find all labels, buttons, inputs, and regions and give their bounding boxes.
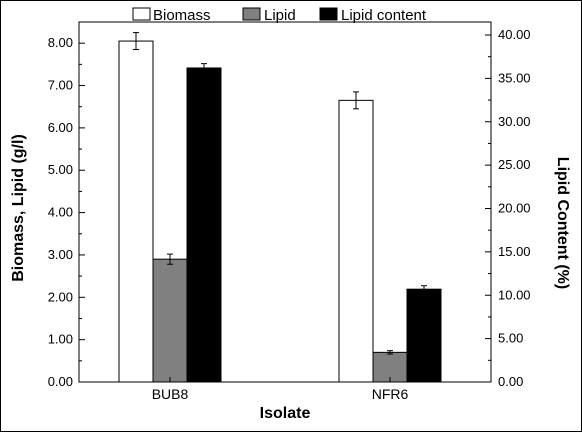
bar-lipid-content-nfr6 [406,288,442,383]
plot-area [78,21,492,383]
left-tick-label: 2.00 [48,289,73,304]
left-tick-label: 0.00 [48,374,73,389]
left-tick-label: 4.00 [48,205,73,220]
left-tick-label: 6.00 [48,120,73,135]
bar-biomass-nfr6 [338,99,374,383]
right-tick-label: 0.00 [498,374,523,389]
right-axis: 0.00 5.00 10.00 15.00 20.00 25.00 30.00 35.00 40… [485,27,531,389]
bar-lipid-bub8 [152,258,188,383]
left-tick-label: 1.00 [48,332,73,347]
right-tick-label: 15.00 [498,244,531,259]
bars-group [118,32,442,383]
legend-label-lipid: Lipid [264,7,296,24]
right-tick-label: 40.00 [498,27,531,42]
x-axis-title: Isolate [260,405,311,422]
y-axis-right-title: Lipid Content (%) [554,157,571,289]
legend-swatch-lipid [242,7,261,21]
category-label-bub8: BUB8 [152,386,189,402]
bar-lipid-content-bub8 [186,67,222,383]
right-tick-label: 20.00 [498,201,531,216]
legend-swatch-biomass [132,7,151,21]
legend-label-biomass: Biomass [153,7,211,24]
right-tick-label: 5.00 [498,331,523,346]
left-tick-label: 7.00 [48,78,73,93]
right-tick-label: 25.00 [498,157,531,172]
legend-swatch-lipid-content [319,7,338,21]
legend-label-lipid-content: Lipid content [341,7,427,24]
left-tick-label: 3.00 [48,247,73,262]
left-axis: 0.00 1.00 2.00 3.00 4.00 5.00 6.00 7.00 8.00 [48,35,85,389]
category-label-nfr6: NFR6 [372,386,409,402]
left-tick-label: 5.00 [48,162,73,177]
bar-biomass-bub8 [118,40,154,383]
legend: Biomass Lipid Lipid content [132,7,427,24]
right-tick-label: 35.00 [498,70,531,85]
right-tick-label: 30.00 [498,114,531,129]
y-axis-left-title: Biomass, Lipid (g/l) [10,134,27,282]
category-labels: BUB8 NFR6 [152,377,409,402]
left-tick-label: 8.00 [48,35,73,50]
right-tick-label: 10.00 [498,287,531,302]
